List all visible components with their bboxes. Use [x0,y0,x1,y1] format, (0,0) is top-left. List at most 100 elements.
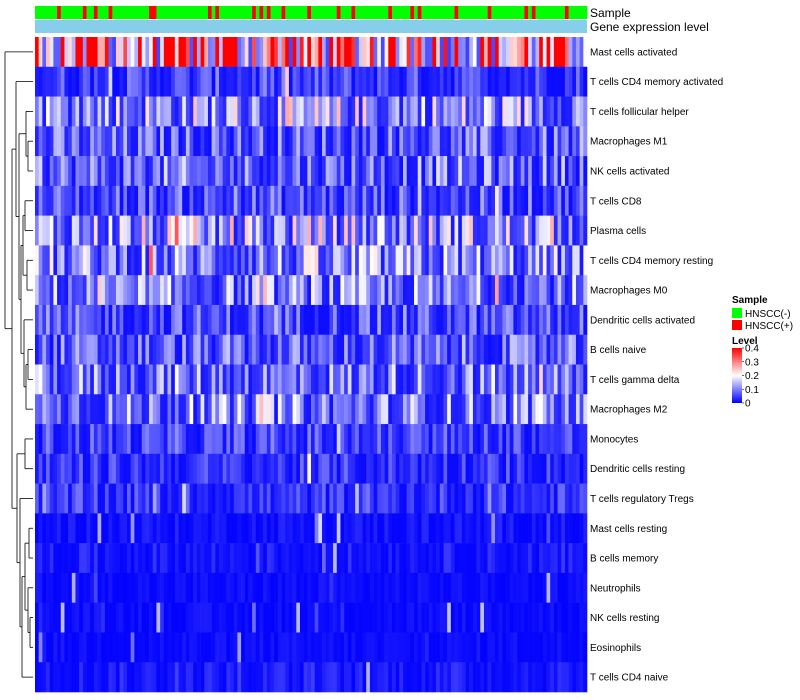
heatmap-cell [285,364,290,395]
heatmap-cell [380,185,385,216]
heatmap-cell [266,304,271,336]
heatmap-cell [351,275,356,306]
heatmap-cell [483,334,488,365]
heatmap-cell [130,453,135,484]
heatmap-cell [292,37,297,68]
heatmap-cell [535,394,540,425]
heatmap-cell [292,364,297,395]
heatmap-cell [399,304,404,336]
heatmap-cell [226,245,231,276]
heatmap-cell [557,334,562,365]
heatmap-cell [104,215,109,246]
heatmap-cell [86,513,91,544]
sample-annotation-cell [373,6,378,19]
heatmap-cell [443,37,448,68]
heatmap-cell [53,66,58,97]
heatmap-cell [546,275,551,306]
heatmap-cell [410,275,415,306]
heatmap-cell [185,453,190,484]
heatmap-cell [115,483,120,514]
heatmap-cell [513,275,518,306]
heatmap-cell [458,602,463,633]
heatmap-cell [233,275,238,306]
heatmap-cell [215,156,220,187]
sample-annotation-cell [557,6,562,19]
heatmap-cell [498,602,503,633]
heatmap-cell [49,275,54,306]
heatmap-cell [86,66,91,97]
heatmap-cell [104,245,109,276]
heatmap-cell [399,96,404,127]
heatmap-cell [156,453,161,484]
heatmap-cell [222,543,227,574]
heatmap-cell [314,156,319,187]
heatmap-cell [285,572,290,603]
heatmap-cell [509,483,514,514]
heatmap-cell [472,37,477,68]
heatmap-cell [366,394,371,425]
heatmap-cell [97,364,102,395]
heatmap-cell [517,96,522,127]
heatmap-cell [403,215,407,246]
heatmap-cell [340,156,345,187]
heatmap-cell [127,304,131,336]
heatmap-cell [333,66,338,97]
heatmap-cell [75,126,80,157]
heatmap-cell [561,602,566,633]
heatmap-cell [417,96,422,127]
heatmap-cell [513,632,518,663]
heatmap-cell [568,394,573,425]
heatmap-cell [255,185,260,216]
heatmap-cell [152,483,157,514]
heatmap-cell [561,215,566,246]
heatmap-cell [60,513,65,544]
heatmap-cell [347,66,352,97]
heatmap-cell [211,156,216,187]
heatmap-cell [336,513,341,544]
heatmap-cell [362,394,367,425]
heatmap-cell [193,632,198,663]
heatmap-cell [189,483,194,514]
heatmap-cell [377,602,382,633]
heatmap-cell [311,126,315,157]
heatmap-cell [344,483,349,514]
heatmap-cell [38,453,43,484]
heatmap-cell [193,424,198,455]
heatmap-cell [579,156,584,187]
heatmap-cell [344,662,349,693]
heatmap-cell [483,364,488,395]
heatmap-cell [68,334,73,365]
heatmap-cell [255,602,260,633]
heatmap-cell [207,572,212,603]
heatmap-cell [57,304,62,336]
heatmap-cell [108,334,113,365]
heatmap-cell [502,245,507,276]
heatmap-cell [439,424,444,455]
heatmap-cell [303,662,308,693]
heatmap-cell [362,453,367,484]
heatmap-cell [502,513,507,544]
heatmap-row [35,632,588,663]
heatmap-cell [454,275,459,306]
heatmap-cell [53,275,58,306]
heatmap-cell [46,215,51,246]
heatmap-cell [439,453,444,484]
heatmap-cell [97,126,102,157]
heatmap-cell [351,632,356,663]
heatmap-cell [93,185,98,216]
heatmap-cell [226,215,231,246]
heatmap-cell [535,275,540,306]
heatmap-cell [115,215,120,246]
heatmap-cell [480,96,485,127]
heatmap-cell [550,394,555,425]
heatmap-cell [483,185,488,216]
heatmap-cell [414,156,419,187]
heatmap-cell [90,632,95,663]
heatmap-cell [502,215,507,246]
heatmap-cell [472,602,477,633]
heatmap-cell [432,66,437,97]
heatmap-cell [417,185,422,216]
heatmap-cell [222,275,227,306]
heatmap-cell [557,453,562,484]
